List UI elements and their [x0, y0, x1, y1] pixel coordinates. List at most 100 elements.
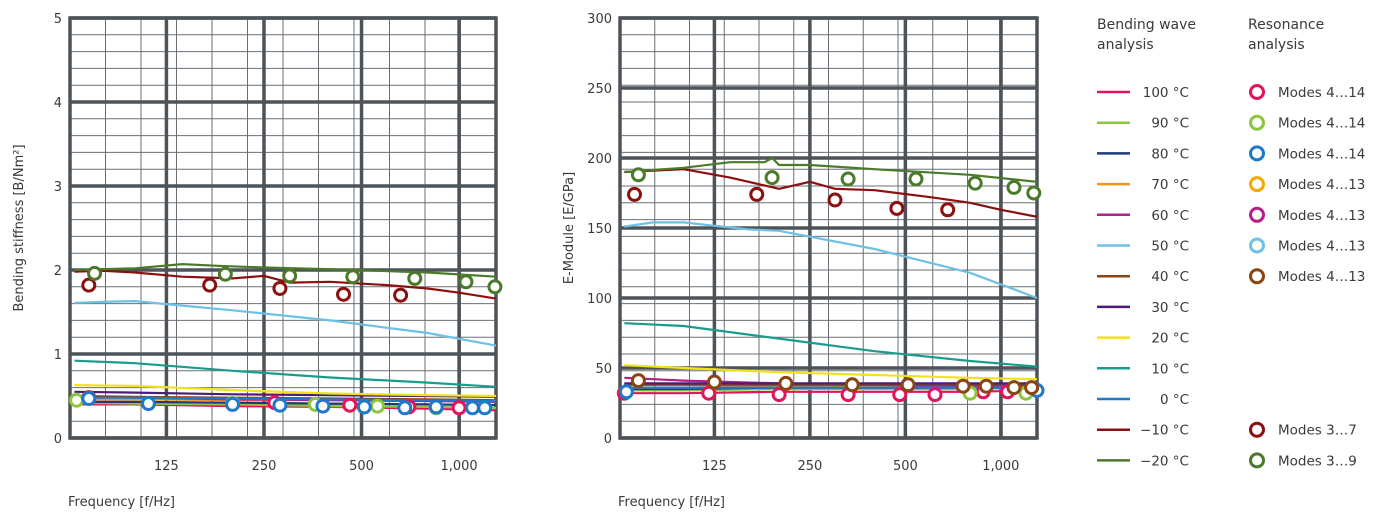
series-line — [624, 168, 1037, 218]
legend-line-label: 30 °C — [1151, 300, 1189, 316]
legend-marker-label: Modes 3…9 — [1278, 453, 1357, 469]
data-marker — [451, 400, 467, 416]
legend-marker-swatch — [1249, 206, 1265, 223]
data-marker — [1024, 380, 1040, 396]
plot-frame — [68, 16, 498, 440]
y-tick-label: 2 — [54, 264, 62, 279]
y-tick-label: 250 — [587, 82, 612, 97]
data-marker — [336, 286, 352, 302]
marker-group — [616, 167, 1045, 403]
series-line — [624, 156, 1037, 183]
x-tick-label: 125 — [154, 459, 179, 474]
y-tick-label: 150 — [587, 222, 612, 237]
legend-marker-label: Modes 4…14 — [1278, 146, 1365, 162]
chart-panel-1: 0 1 2 3 4 5 125 250 500 1,000 Frequency [f/Hz] Bend… — [12, 12, 503, 510]
data-marker — [940, 202, 956, 218]
legend-marker-label: Modes 3…7 — [1278, 423, 1357, 439]
series-line — [74, 384, 496, 398]
data-marker — [202, 277, 218, 293]
legend-marker-swatch — [1249, 145, 1265, 162]
legend-line-label: 40 °C — [1151, 269, 1189, 285]
series-line — [74, 269, 496, 300]
data-marker — [140, 396, 156, 412]
y-tick-label: 5 — [54, 12, 62, 27]
legend-line-label: 10 °C — [1151, 361, 1189, 377]
y-tick-label: 0 — [604, 432, 612, 447]
x-tick-label: 500 — [893, 459, 918, 474]
legend-marker-swatch — [1249, 114, 1265, 131]
x-axis-title: Frequency [f/Hz] — [618, 495, 725, 510]
legend-marker-label: Modes 4…13 — [1278, 208, 1365, 224]
y-tick-label: 50 — [595, 362, 612, 377]
legend-line-label: 80 °C — [1151, 146, 1189, 162]
series-line — [74, 300, 496, 347]
data-marker — [81, 391, 97, 407]
data-marker — [393, 287, 409, 303]
data-marker — [458, 274, 474, 290]
x-tick-label: 250 — [797, 459, 822, 474]
legend-marker-label: Modes 4…13 — [1278, 177, 1365, 193]
legend-line-label: 50 °C — [1151, 239, 1189, 255]
data-marker — [369, 398, 385, 414]
y-tick-label: 300 — [587, 12, 612, 27]
legend-marker-label: Modes 4…14 — [1278, 85, 1365, 101]
data-marker — [315, 398, 331, 414]
legend-marker-label: Modes 4…14 — [1278, 116, 1365, 132]
series-line — [624, 221, 1037, 300]
series-line — [624, 322, 1037, 368]
y-tick-label: 100 — [587, 292, 612, 307]
data-marker — [217, 266, 233, 282]
y-tick-label: 4 — [54, 96, 62, 111]
x-tick-label: 125 — [702, 459, 727, 474]
data-marker — [282, 268, 298, 284]
x-tick-label: 1,000 — [440, 459, 477, 474]
series-group — [624, 156, 1037, 395]
legend-line-label: 20 °C — [1151, 331, 1189, 347]
y-tick-label: 1 — [54, 348, 62, 363]
series-line — [624, 364, 1037, 381]
legend-marker-label: Modes 4…13 — [1278, 269, 1365, 285]
data-marker — [81, 277, 97, 293]
data-marker — [749, 186, 765, 202]
legend-line-label: 90 °C — [1151, 116, 1189, 132]
legend-line-label: −20 °C — [1140, 453, 1189, 469]
legend-marker-swatch — [1249, 421, 1265, 438]
data-marker — [701, 385, 717, 401]
legend-heading-bending: Bending wave — [1097, 17, 1196, 33]
chart-panel-2: 0 50 100 150 200 250 300 125 250 500 1,000 Frequenc… — [562, 12, 1045, 510]
data-marker — [892, 387, 908, 403]
data-marker — [272, 280, 288, 296]
data-marker — [840, 171, 856, 187]
x-axis-title: Frequency [f/Hz] — [68, 495, 175, 510]
data-marker — [356, 399, 372, 415]
data-marker — [272, 397, 288, 413]
x-tick-label: 500 — [349, 459, 374, 474]
data-marker — [889, 200, 905, 216]
data-marker — [225, 396, 241, 412]
legend-line-label: 100 °C — [1143, 85, 1189, 101]
x-tick-label: 250 — [252, 459, 277, 474]
legend-line-label: 60 °C — [1151, 208, 1189, 224]
data-marker — [927, 387, 943, 403]
data-marker — [706, 374, 722, 390]
data-marker — [87, 265, 103, 281]
marker-group — [69, 265, 503, 416]
legend-heading-resonance: analysis — [1248, 37, 1305, 53]
data-marker — [477, 400, 493, 416]
data-marker — [487, 279, 503, 295]
legend-marker-swatch — [1249, 452, 1265, 469]
data-marker — [345, 269, 361, 285]
data-marker — [778, 375, 794, 391]
y-axis-title: Bending stiffness [B/Nm²] — [12, 144, 27, 311]
data-marker — [407, 270, 423, 286]
legend-marker-swatch — [1249, 84, 1265, 100]
data-marker — [955, 378, 971, 394]
data-marker — [397, 400, 413, 416]
data-marker — [900, 377, 916, 393]
data-marker — [827, 192, 843, 208]
y-axis-title: E-Module [E/GPa] — [562, 172, 577, 284]
legend-marker-label: Modes 4…13 — [1278, 239, 1365, 255]
data-marker — [627, 186, 643, 202]
series-line — [74, 359, 496, 388]
data-marker — [844, 377, 860, 393]
